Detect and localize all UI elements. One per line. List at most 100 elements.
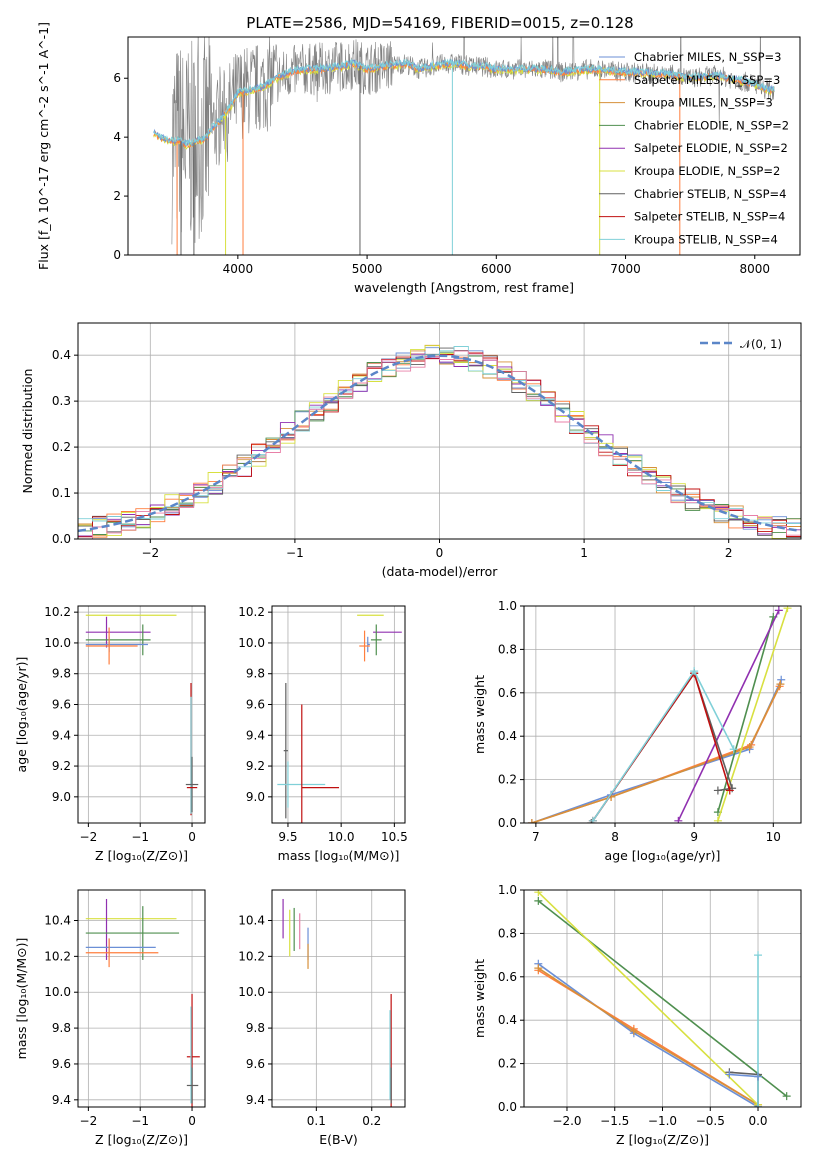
- tick-label-y: 10.0: [238, 636, 265, 650]
- axis-label-y: Normed distribution: [20, 369, 35, 494]
- weight-line-kroupa_elodie: [537, 891, 759, 1106]
- axis-label-y: Flux [f_λ 10^-17 erg cm^-2 s^-1 A^-1]: [36, 22, 51, 270]
- tick-label-y: 9.8: [246, 667, 265, 681]
- axis-label-x: Z [log₁₀(Z/Z⊙)]: [95, 848, 188, 863]
- legend-label-salpeter_miles: Salpeter MILES, N_SSP=3: [634, 73, 780, 87]
- tick-label-x: 0: [188, 830, 196, 844]
- tick-label-x: 0.1: [307, 1114, 326, 1128]
- figure-title: PLATE=2586, MJD=54169, FIBERID=0015, z=0…: [246, 14, 633, 32]
- tick-label-y: 0.0: [498, 1100, 517, 1114]
- tick-label-y: 9.6: [52, 697, 71, 711]
- panel-massweight_vs_Z: −2.0 −1.5 −1.0 −0.5 0.0 0.0 0.2 0.4 0.6 0.8 1.0 Z […: [472, 883, 802, 1147]
- panel-spectrum: 4000 5000 6000 7000 8000 0 2 4 6 wavelength [Angs…: [36, 22, 801, 295]
- weight-line-chabrier_miles: [531, 679, 782, 823]
- tick-label-x: 0: [436, 546, 444, 560]
- plot-frame: [523, 889, 802, 1108]
- tick-label-y: 10.0: [44, 636, 71, 650]
- model-spectrum-kroupa_stelib: [153, 58, 775, 147]
- weight-line-salpeter_elodie: [677, 609, 780, 822]
- axis-label-y: mass weight: [472, 675, 487, 754]
- tick-label-y: 1.0: [498, 599, 517, 613]
- tick-label-y: 0: [113, 248, 121, 262]
- weight-marker-salpeter_elodie: [774, 606, 783, 615]
- line-plot: [527, 606, 792, 823]
- histogram-kroupa_stelib: [78, 346, 801, 526]
- weight-line-kroupa_stelib: [592, 669, 735, 822]
- weight-marker-chabrier_miles: [725, 1070, 734, 1079]
- tick-label-x: 4000: [223, 262, 254, 276]
- tick-label-y: 0.8: [498, 926, 517, 940]
- spectrum-legend: Chabrier MILES, N_SSP=3 Salpeter MILES, N…: [599, 50, 789, 246]
- tick-label-y: 9.8: [52, 1021, 71, 1035]
- tick-label-y: 0.0: [52, 532, 71, 546]
- tick-label-y: 9.0: [246, 790, 265, 804]
- weight-line-kroupa_elodie: [717, 607, 789, 822]
- tick-label-y: 0.4: [498, 729, 517, 743]
- tick-label-y: 10.4: [44, 913, 71, 927]
- tick-label-y: 0.4: [498, 1013, 517, 1027]
- weight-marker-kroupa_elodie: [534, 890, 543, 897]
- plot-frame: [77, 605, 206, 824]
- errorbar-plot: [85, 614, 199, 816]
- tick-label-y: 9.6: [246, 697, 265, 711]
- tick-label-y: 10.0: [238, 985, 265, 999]
- axis-label-y: mass weight: [472, 959, 487, 1038]
- weight-marker-kroupa_elodie: [783, 606, 792, 613]
- weight-marker-kroupa_miles: [776, 680, 785, 689]
- tick-label-x: 9.5: [278, 830, 297, 844]
- plot-frame: [271, 889, 406, 1108]
- line-plot: [534, 890, 791, 1107]
- weight-line-salpeter_stelib: [592, 671, 731, 822]
- model-spectrum-chabrier_miles: [153, 58, 775, 147]
- tick-label-y: 0.0: [498, 816, 517, 830]
- residuals-legend: 𝒩(0, 1): [700, 337, 782, 351]
- weight-line-chabrier_miles: [729, 1073, 759, 1078]
- weight-marker-kroupa_stelib: [754, 951, 763, 960]
- legend-label-kroupa_elodie: Kroupa ELODIE, N_SSP=2: [634, 164, 780, 178]
- tick-label-x: −1: [131, 1114, 149, 1128]
- tick-label-x: 7000: [610, 262, 641, 276]
- errorbar-plot: [85, 898, 200, 1107]
- tick-label-y: 10.4: [238, 913, 265, 927]
- tick-label-x: 0: [188, 1114, 196, 1128]
- tick-label-y: 9.2: [246, 759, 265, 773]
- tick-label-x: 9: [690, 830, 698, 844]
- normal-curve: [78, 354, 801, 533]
- histogram-plot: [78, 344, 801, 539]
- tick-label-y: 9.2: [52, 759, 71, 773]
- tick-label-x: −2: [80, 830, 98, 844]
- tick-label-y: 2: [113, 189, 121, 203]
- tick-label-y: 0.3: [52, 394, 71, 408]
- weight-line-kroupa_miles: [531, 683, 782, 823]
- axis-label-x: age [log₁₀(age/yr)]: [605, 848, 721, 863]
- weight-marker-kroupa_miles: [534, 964, 543, 973]
- weight-marker-kroupa_elodie: [713, 816, 722, 823]
- weight-line-chabrier_elodie: [537, 900, 788, 1097]
- weight-marker-kroupa_stelib: [588, 816, 597, 823]
- axis-label-x: E(B-V): [319, 1132, 358, 1147]
- tick-label-x: 1: [580, 546, 588, 560]
- legend-label-chabrier_elodie: Chabrier ELODIE, N_SSP=2: [634, 118, 789, 132]
- tick-label-x: 8000: [739, 262, 770, 276]
- axis-label-y: age [log₁₀(age/yr)]: [14, 657, 29, 773]
- panel-age_vs_mass: 9.5 10.0 10.5 9.0 9.2 9.4 9.6 9.8 10.0 10.2 mass […: [238, 605, 407, 863]
- axis-label-x: Z [log₁₀(Z/Z⊙)]: [95, 1132, 188, 1147]
- tick-label-x: 7: [532, 830, 540, 844]
- tick-label-x: −2.0: [552, 1114, 581, 1128]
- tick-label-y: 9.4: [52, 1093, 71, 1107]
- panel-massweight_vs_age: 7 8 9 10 0.0 0.2 0.4 0.6 0.8 1.0 age [log₁₀(age/yr…: [472, 599, 802, 863]
- tick-label-y: 9.6: [246, 1057, 265, 1071]
- axis-label-x: wavelength [Angstrom, rest frame]: [354, 280, 574, 295]
- plot-frame: [77, 889, 206, 1108]
- errorbar-plot: [277, 614, 402, 823]
- weight-marker-salpeter_elodie: [674, 816, 683, 823]
- tick-label-y: 6: [113, 71, 121, 85]
- panel-residuals: −2 −1 0 1 2 0.0 0.1 0.2 0.3 0.4 (data-model)/error…: [20, 322, 802, 579]
- tick-label-y: 0.2: [498, 1057, 517, 1071]
- tick-label-x: −2: [141, 546, 159, 560]
- tick-label-y: 9.4: [246, 728, 265, 742]
- tick-label-y: 9.6: [52, 1057, 71, 1071]
- weight-marker-chabrier_elodie: [782, 1092, 791, 1101]
- legend-label-normal: 𝒩(0, 1): [740, 337, 782, 351]
- tick-label-x: −0.5: [696, 1114, 725, 1128]
